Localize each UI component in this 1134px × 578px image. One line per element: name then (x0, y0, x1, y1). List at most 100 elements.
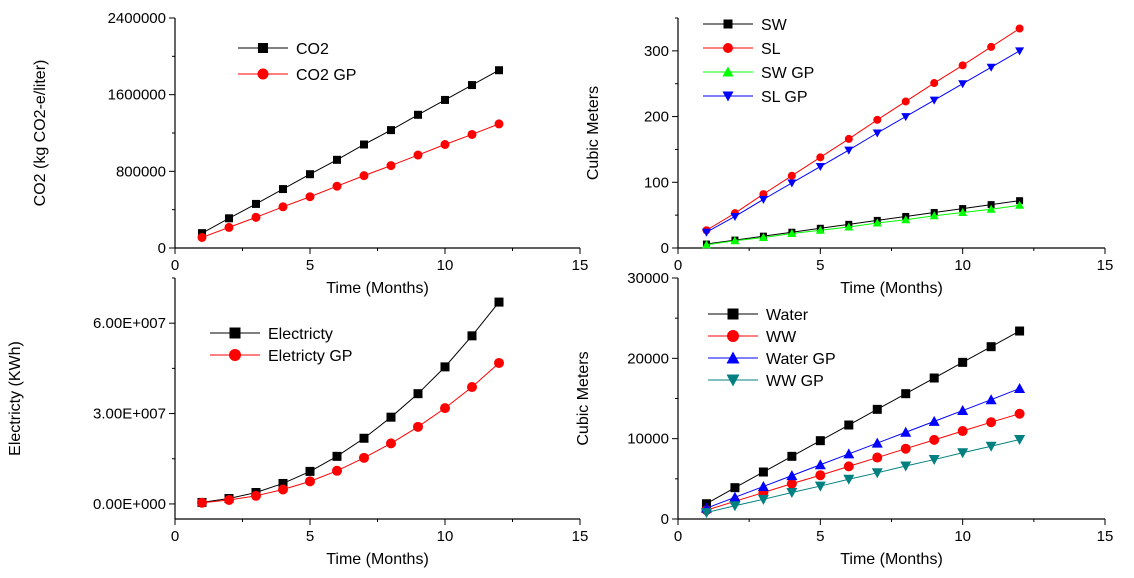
data-point (814, 481, 826, 492)
data-point (701, 228, 711, 237)
x-tick-label: 0 (674, 257, 682, 274)
series-line (706, 438, 1020, 514)
data-point (844, 134, 853, 143)
legend-label: SL (761, 41, 781, 58)
data-point (197, 232, 207, 242)
data-point (332, 181, 342, 191)
data-point (1015, 200, 1025, 209)
data-point (786, 478, 797, 489)
y-axis-label: Cubic Meters (575, 351, 592, 445)
co2-chart-panel: 0 5 10 15 0 800000 1600000 2400000 Time (Months)… (32, 10, 588, 297)
data-point (900, 461, 912, 472)
x-tick-label: 10 (437, 257, 454, 274)
data-point (224, 495, 234, 506)
data-point (333, 155, 341, 164)
data-point (1014, 408, 1025, 419)
y-tick-label: 200 (644, 109, 669, 126)
x-tick-label: 10 (954, 257, 971, 274)
data-point (814, 459, 826, 470)
data-point (495, 66, 503, 75)
data-point (468, 81, 476, 90)
legend-marker (726, 351, 740, 364)
water-chart-panel: 0 5 10 15 0 10000 20000 30000 Time (Months) Cubic… (575, 270, 1113, 568)
x-axis-label: Time (Months) (326, 551, 429, 568)
data-point (1015, 326, 1025, 336)
data-point (1015, 47, 1025, 56)
data-point (359, 171, 369, 181)
x-axis-label: Time (Months) (840, 551, 943, 568)
legend-label: SW (761, 17, 788, 34)
solid-waste-chart-panel: 0 5 10 15 0 100 200 300 Time (Months) Cubic Meter… (585, 17, 1113, 297)
data-point (871, 468, 883, 479)
legend-label: Eletricty GP (268, 348, 352, 365)
legend-label: WW GP (766, 373, 824, 390)
data-point (958, 357, 968, 367)
y-tick-label: 3.00E+007 (93, 406, 166, 423)
data-point (787, 229, 797, 238)
legend-label: SL GP (761, 89, 808, 106)
series-line (706, 200, 1020, 245)
x-tick-label: 15 (1097, 528, 1114, 545)
data-point (787, 451, 797, 461)
data-point (757, 494, 769, 505)
data-point (197, 497, 207, 508)
data-point (440, 403, 450, 414)
data-point (467, 382, 477, 393)
legend-label: WW (766, 329, 797, 346)
data-point (305, 192, 315, 202)
legend-marker (258, 43, 268, 53)
data-point (494, 119, 504, 129)
data-point (872, 218, 882, 227)
data-point (758, 467, 768, 477)
legend-label: CO2 (296, 41, 329, 58)
data-point (413, 421, 423, 432)
data-point (986, 417, 997, 428)
x-tick-label: 10 (954, 528, 971, 545)
data-point (305, 476, 315, 487)
data-point (786, 487, 798, 498)
y-tick-label: 20000 (627, 350, 669, 367)
data-point (958, 208, 968, 217)
legend-label: SW GP (761, 65, 814, 82)
data-point (278, 202, 288, 212)
data-point (900, 426, 912, 437)
data-point (987, 42, 996, 51)
data-point (701, 240, 711, 249)
data-point (986, 342, 996, 352)
data-point (787, 179, 797, 188)
legend-marker (257, 68, 269, 80)
y-tick-label: 300 (644, 43, 669, 60)
data-point (815, 436, 825, 446)
y-tick-label: 30000 (627, 270, 669, 287)
y-tick-label: 0.00E+000 (93, 496, 166, 513)
data-point (844, 420, 854, 430)
data-point (252, 199, 260, 208)
legend-label: Electricty (268, 326, 333, 343)
data-point (928, 455, 940, 466)
legend-marker (229, 349, 241, 361)
x-axis-label: Time (Months) (326, 280, 429, 297)
data-point (844, 146, 854, 155)
legend-marker (722, 66, 734, 77)
legend-marker (727, 330, 739, 342)
data-point (787, 171, 796, 180)
data-point (957, 405, 969, 416)
x-tick-label: 5 (816, 257, 824, 274)
data-point (1016, 197, 1024, 205)
y-tick-label: 6.00E+007 (93, 315, 166, 332)
data-point (843, 448, 855, 459)
series-line (706, 387, 1020, 509)
data-point (278, 478, 288, 488)
y-tick-label: 800000 (116, 163, 166, 180)
data-point (873, 115, 882, 124)
data-point (251, 212, 261, 222)
y-tick-label: 0 (158, 240, 166, 257)
data-point (957, 448, 969, 459)
legend-marker (723, 19, 733, 29)
data-point (843, 461, 854, 472)
data-point (305, 466, 315, 476)
series-line (706, 204, 1020, 246)
legend-label: Water GP (766, 351, 836, 368)
data-point (494, 357, 504, 368)
